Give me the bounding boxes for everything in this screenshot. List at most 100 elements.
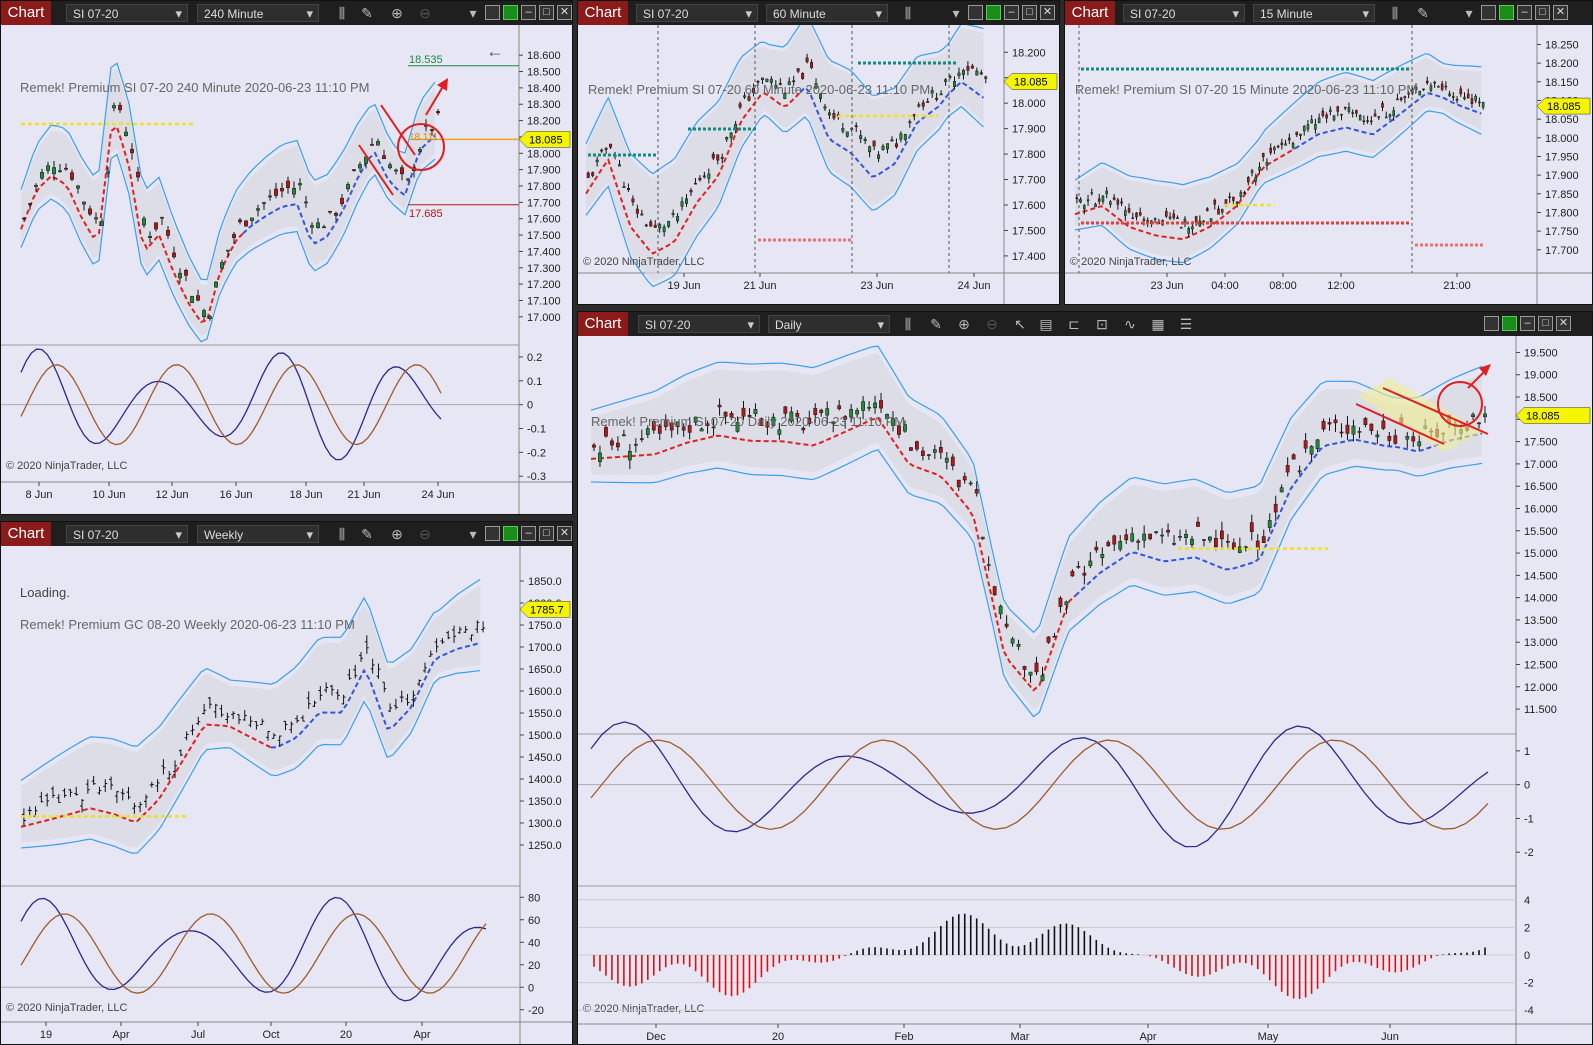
indicators-icon[interactable]: ⊏ bbox=[1068, 316, 1080, 332]
interval-select[interactable]: Daily bbox=[768, 315, 890, 334]
candle-body bbox=[1034, 662, 1039, 673]
window-link-button[interactable] bbox=[1502, 316, 1517, 331]
drawing-pencil-icon[interactable]: ✎ bbox=[361, 5, 373, 21]
maximize-button[interactable]: □ bbox=[539, 5, 554, 20]
candle-body bbox=[238, 219, 242, 223]
minimize-button[interactable]: – bbox=[521, 526, 536, 541]
bar-type-icon[interactable]: ⫼ bbox=[1391, 5, 1399, 21]
close-button[interactable]: ✕ bbox=[1553, 5, 1568, 20]
window-grey-button[interactable] bbox=[968, 5, 983, 20]
close-button[interactable]: ✕ bbox=[1556, 316, 1571, 331]
chart-canvas-weekly[interactable]: 1850.01800.01750.01700.01650.01600.01550… bbox=[1, 546, 572, 1044]
instrument-select[interactable]: SI 07-20 bbox=[1123, 4, 1245, 23]
menu-chevron-icon[interactable]: ▾ bbox=[952, 5, 960, 21]
price-tick-label: 1450.0 bbox=[528, 752, 562, 764]
instrument-select[interactable]: SI 07-20 bbox=[636, 4, 758, 23]
chart-tab[interactable]: Chart bbox=[1, 1, 51, 25]
price-tick-label: 17.700 bbox=[1012, 175, 1046, 187]
candle-body bbox=[1291, 143, 1295, 148]
bar-type-icon[interactable]: ⫼ bbox=[904, 5, 912, 21]
candle-body bbox=[1022, 666, 1027, 670]
close-button[interactable]: ✕ bbox=[557, 526, 572, 541]
candle-body bbox=[653, 224, 657, 228]
maximize-button[interactable]: □ bbox=[1535, 5, 1550, 20]
drawing-pencil-icon[interactable]: ✎ bbox=[930, 316, 942, 332]
list-icon[interactable]: ☰ bbox=[1179, 316, 1193, 332]
data-box-icon[interactable]: ▤ bbox=[1039, 316, 1053, 332]
pointer-icon[interactable]: ↖ bbox=[1014, 316, 1026, 332]
zoom-in-icon[interactable]: ⊕ bbox=[958, 316, 970, 332]
chart-window-240min[interactable]: Chart SI 07-20 240 Minute ⫼ ✎ ⊕ ⊖ ▾ – □ … bbox=[0, 0, 573, 515]
menu-chevron-icon[interactable]: ▾ bbox=[1465, 5, 1473, 21]
zoom-in-icon[interactable]: ⊕ bbox=[391, 5, 403, 21]
price-tick-label: 18.000 bbox=[1012, 98, 1046, 110]
bar-type-icon[interactable]: ⫼ bbox=[904, 316, 912, 332]
candle-body bbox=[725, 137, 729, 140]
instrument-select[interactable]: SI 07-20 bbox=[638, 315, 760, 334]
candle-body bbox=[738, 103, 742, 108]
bar-type-icon[interactable]: ⫼ bbox=[338, 526, 346, 542]
minimize-button[interactable]: – bbox=[1004, 5, 1019, 20]
candle-body bbox=[1340, 113, 1343, 116]
chart-window-daily[interactable]: Chart SI 07-20 Daily ⫼ ✎ ⊕ ⊖ ↖ ▤ ⊏ ⊡ ∿ ▦… bbox=[577, 311, 1593, 1045]
menu-chevron-icon[interactable]: ▾ bbox=[469, 5, 477, 21]
bar-type-icon[interactable]: ⫼ bbox=[338, 5, 346, 21]
candle-body bbox=[849, 408, 854, 418]
instrument-select[interactable]: SI 07-20 bbox=[66, 4, 188, 23]
plot-icon[interactable]: ∿ bbox=[1124, 316, 1136, 332]
drawing-pencil-icon[interactable]: ✎ bbox=[1417, 5, 1429, 21]
candle-body bbox=[1299, 133, 1302, 136]
chart-tab[interactable]: Chart bbox=[1065, 1, 1115, 25]
zoom-out-icon[interactable]: ⊖ bbox=[419, 5, 431, 21]
interval-select[interactable]: 15 Minute bbox=[1253, 4, 1375, 23]
chart-tab[interactable]: Chart bbox=[578, 312, 628, 336]
minimize-button[interactable]: – bbox=[1517, 5, 1532, 20]
candle-body bbox=[881, 145, 885, 150]
zoom-out-icon[interactable]: ⊖ bbox=[986, 316, 998, 332]
maximize-button[interactable]: □ bbox=[539, 526, 554, 541]
window-grey-button[interactable] bbox=[485, 5, 500, 20]
candle-body bbox=[202, 310, 206, 318]
drawing-pencil-icon[interactable]: ✎ bbox=[361, 526, 373, 542]
window-grey-button[interactable] bbox=[485, 526, 500, 541]
chart-tab[interactable]: Chart bbox=[1, 522, 51, 546]
chart-canvas-15min[interactable]: 18.25018.20018.15018.10018.05018.00017.9… bbox=[1065, 25, 1592, 304]
properties-icon[interactable]: ▦ bbox=[1151, 316, 1165, 332]
zoom-out-icon[interactable]: ⊖ bbox=[419, 526, 431, 542]
candle-body bbox=[1124, 210, 1127, 216]
chart-canvas-240min[interactable]: 18.60018.50018.40018.30018.20018.10018.0… bbox=[1, 25, 572, 514]
window-grey-button[interactable] bbox=[1481, 5, 1496, 20]
candle-body bbox=[921, 102, 925, 107]
candle-body bbox=[70, 172, 74, 180]
candle-body bbox=[956, 479, 961, 488]
close-button[interactable]: ✕ bbox=[1040, 5, 1055, 20]
candle-body bbox=[1329, 109, 1332, 113]
chart-canvas-60min[interactable]: 18.20018.10018.00017.90017.80017.70017.6… bbox=[578, 25, 1059, 304]
window-link-button[interactable] bbox=[503, 5, 518, 20]
window-link-button[interactable] bbox=[986, 5, 1001, 20]
maximize-button[interactable]: □ bbox=[1022, 5, 1037, 20]
minimize-button[interactable]: – bbox=[1520, 316, 1535, 331]
chart-window-15min[interactable]: Chart SI 07-20 15 Minute ⫼ ✎ ▾ – □ ✕ 18.… bbox=[1064, 0, 1593, 305]
candle-body bbox=[980, 536, 985, 540]
window-grey-button[interactable] bbox=[1484, 316, 1499, 331]
minimize-button[interactable]: – bbox=[521, 5, 536, 20]
chart-window-60min[interactable]: Chart SI 07-20 60 Minute ⫼ ▾ – □ ✕ 18.20… bbox=[577, 0, 1060, 305]
chart-tab[interactable]: Chart bbox=[578, 1, 628, 25]
maximize-button[interactable]: □ bbox=[1538, 316, 1553, 331]
strategies-icon[interactable]: ⊡ bbox=[1096, 316, 1108, 332]
instrument-select[interactable]: SI 07-20 bbox=[66, 525, 188, 544]
candle-body bbox=[676, 216, 680, 222]
interval-select[interactable]: 240 Minute bbox=[197, 4, 319, 23]
window-link-button[interactable] bbox=[503, 526, 518, 541]
menu-chevron-icon[interactable]: ▾ bbox=[469, 526, 477, 542]
chart-window-weekly[interactable]: Chart SI 07-20 Weekly ⫼ ✎ ⊕ ⊖ ▾ – □ ✕ 18… bbox=[0, 521, 573, 1045]
zoom-in-icon[interactable]: ⊕ bbox=[391, 526, 403, 542]
trend-line-bullish bbox=[242, 134, 436, 245]
interval-select[interactable]: Weekly bbox=[197, 525, 319, 544]
interval-select[interactable]: 60 Minute bbox=[766, 4, 888, 23]
window-link-button[interactable] bbox=[1499, 5, 1514, 20]
upper-band-line bbox=[590, 345, 1483, 634]
chart-canvas-daily[interactable]: 19.50019.00018.50018.00017.50017.00016.5… bbox=[578, 336, 1592, 1044]
close-button[interactable]: ✕ bbox=[557, 5, 572, 20]
